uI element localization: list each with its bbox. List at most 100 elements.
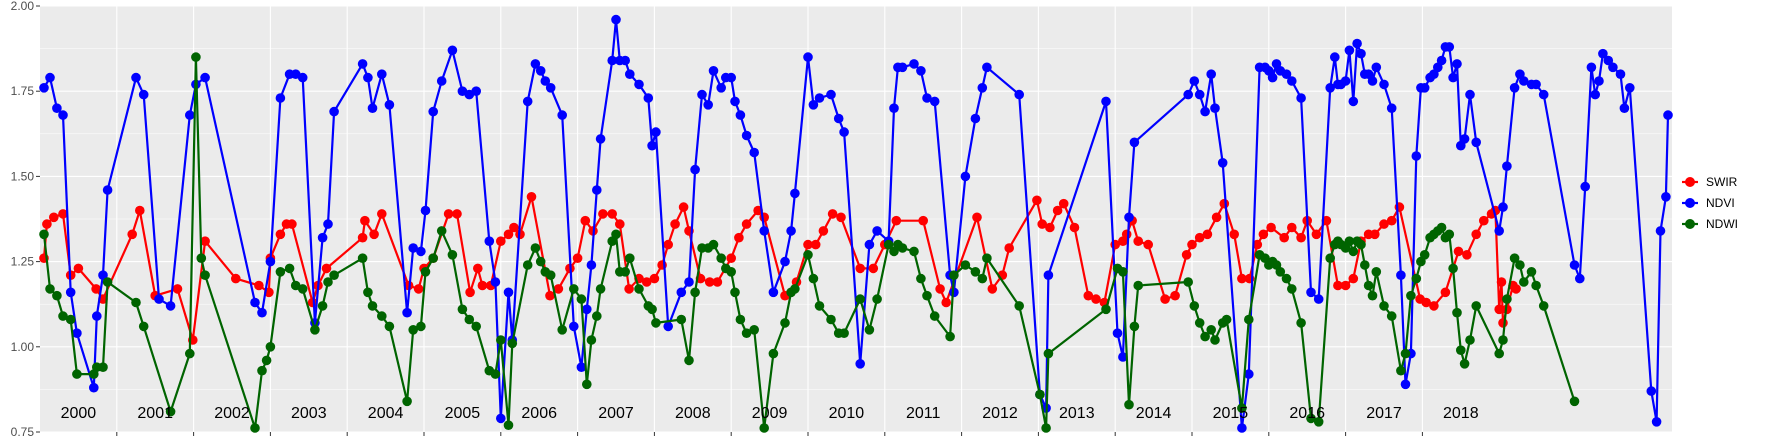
data-point-ndvi bbox=[1356, 48, 1366, 59]
data-point-ndvi bbox=[1287, 76, 1297, 86]
data-point-ndwi bbox=[1041, 423, 1051, 433]
data-point-ndvi bbox=[607, 55, 617, 66]
data-point-ndwi bbox=[909, 246, 919, 257]
data-point-ndvi bbox=[759, 226, 769, 236]
data-point-swir bbox=[1083, 290, 1094, 301]
data-point-ndwi bbox=[45, 284, 55, 294]
data-point-ndwi bbox=[1200, 331, 1210, 342]
data-point-ndwi bbox=[1419, 250, 1430, 260]
data-point-swir bbox=[275, 229, 286, 240]
data-point-swir bbox=[987, 284, 998, 294]
data-point-ndvi bbox=[897, 62, 908, 73]
data-point-ndvi bbox=[872, 226, 882, 236]
data-point-ndvi bbox=[749, 147, 759, 158]
data-point-swir bbox=[1498, 318, 1508, 328]
data-point-ndvi bbox=[185, 110, 195, 120]
data-point-ndwi bbox=[323, 277, 333, 287]
data-point-ndwi bbox=[576, 294, 587, 304]
data-point-swir bbox=[1252, 239, 1263, 250]
data-point-ndvi bbox=[557, 110, 567, 120]
data-point-ndwi bbox=[52, 290, 62, 301]
data-point-ndwi bbox=[329, 270, 339, 281]
data-point-swir bbox=[1160, 294, 1170, 304]
data-point-ndvi bbox=[1217, 158, 1228, 168]
data-point-ndwi bbox=[1043, 348, 1054, 359]
data-point-swir bbox=[624, 284, 634, 294]
data-point-ndvi bbox=[1519, 76, 1529, 86]
data-point-swir bbox=[935, 284, 945, 294]
data-point-swir bbox=[1311, 229, 1322, 240]
data-point-swir bbox=[1211, 212, 1222, 223]
data-point-ndvi bbox=[970, 113, 981, 124]
data-point-swir bbox=[836, 212, 846, 223]
data-point-swir bbox=[1194, 232, 1205, 243]
data-point-ndvi bbox=[1661, 192, 1671, 202]
data-point-ndvi bbox=[1575, 273, 1585, 284]
data-point-ndwi bbox=[647, 304, 657, 315]
data-point-ndwi bbox=[1494, 348, 1504, 359]
data-point-ndvi bbox=[1344, 45, 1355, 56]
data-point-ndvi bbox=[786, 226, 796, 236]
data-point-swir bbox=[553, 284, 564, 294]
data-point-ndwi bbox=[317, 301, 328, 311]
data-point-swir bbox=[1348, 273, 1359, 284]
data-point-ndvi bbox=[1603, 55, 1614, 66]
year-label: 2002 bbox=[214, 405, 250, 422]
year-labels: 2000 2001 2002 2003 2004 2005 2006 2007 2008 2009… bbox=[61, 405, 1479, 422]
data-point-ndwi bbox=[39, 229, 49, 240]
legend-label-ndvi: NDVI bbox=[1706, 196, 1735, 210]
data-point-swir bbox=[1091, 294, 1101, 304]
data-point-ndvi bbox=[522, 96, 533, 107]
data-point-ndwi bbox=[471, 321, 482, 332]
data-point-ndvi bbox=[684, 277, 694, 287]
data-point-ndwi bbox=[447, 250, 458, 260]
data-point-ndvi bbox=[58, 110, 68, 120]
data-point-swir bbox=[641, 277, 652, 287]
data-point-swir bbox=[803, 239, 813, 250]
data-point-swir bbox=[1333, 280, 1343, 291]
data-point-ndwi bbox=[507, 338, 518, 349]
data-point-swir bbox=[1045, 222, 1055, 233]
data-point-ndwi bbox=[1367, 290, 1378, 301]
data-point-ndvi bbox=[416, 246, 426, 257]
data-point-ndwi bbox=[916, 273, 926, 284]
data-point-swir bbox=[1479, 215, 1489, 226]
data-point-ndvi bbox=[611, 14, 621, 25]
data-point-swir bbox=[1440, 287, 1451, 298]
data-point-swir bbox=[1340, 280, 1351, 291]
data-point-ndvi bbox=[826, 89, 836, 100]
data-point-ndwi bbox=[200, 270, 210, 281]
data-point-ndwi bbox=[98, 362, 108, 373]
data-point-ndvi bbox=[1444, 42, 1455, 52]
data-point-ndvi bbox=[790, 188, 800, 199]
data-point-ndwi bbox=[872, 294, 882, 304]
data-point-swir bbox=[607, 209, 617, 219]
data-point-ndvi bbox=[1200, 106, 1210, 117]
data-point-ndwi bbox=[464, 314, 475, 325]
data-point-ndwi bbox=[1459, 359, 1470, 369]
data-point-ndwi bbox=[1206, 325, 1216, 335]
data-point-ndwi bbox=[1452, 307, 1462, 318]
data-point-ndwi bbox=[557, 325, 567, 335]
data-point-ndwi bbox=[1244, 314, 1254, 325]
data-point-ndwi bbox=[530, 243, 541, 253]
data-point-ndvi bbox=[1411, 151, 1422, 161]
data-point-swir bbox=[1453, 246, 1464, 257]
data-point-ndvi bbox=[367, 103, 378, 113]
data-point-ndwi bbox=[929, 311, 940, 321]
data-point-ndwi bbox=[65, 314, 76, 325]
data-point-ndwi bbox=[586, 335, 597, 345]
data-point-ndvi bbox=[1206, 69, 1216, 79]
data-point-ndvi bbox=[1471, 137, 1481, 148]
y-tick-label: 0.75 bbox=[11, 425, 35, 439]
data-point-ndvi bbox=[592, 185, 602, 195]
data-point-ndvi bbox=[102, 185, 113, 195]
y-tick-label: 1.75 bbox=[11, 84, 35, 98]
data-point-ndvi bbox=[428, 106, 439, 117]
data-point-ndvi bbox=[357, 59, 368, 69]
data-point-swir bbox=[1429, 301, 1439, 311]
data-point-swir bbox=[135, 205, 145, 216]
data-point-ndwi bbox=[275, 267, 286, 277]
data-point-swir bbox=[818, 226, 829, 236]
data-point-ndwi bbox=[1344, 236, 1355, 246]
